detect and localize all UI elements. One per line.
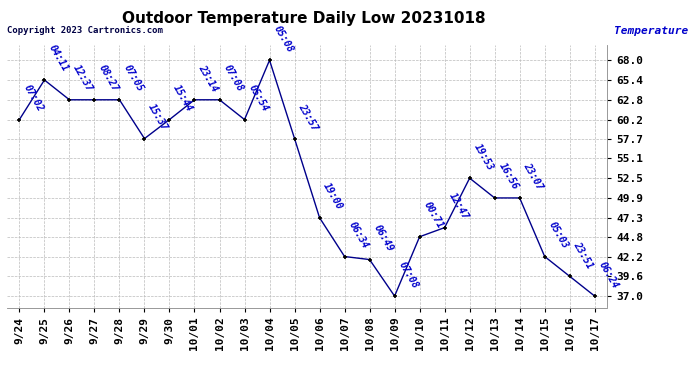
Text: 06:24: 06:24	[597, 260, 620, 290]
Text: 07:05: 07:05	[121, 63, 145, 94]
Point	[239, 117, 250, 123]
Point	[589, 293, 600, 299]
Text: 07:08: 07:08	[397, 260, 420, 290]
Point	[39, 77, 50, 83]
Point	[64, 97, 75, 103]
Text: 19:53: 19:53	[472, 142, 495, 172]
Text: 12:47: 12:47	[446, 191, 470, 222]
Text: 19:00: 19:00	[322, 181, 345, 212]
Point	[564, 273, 575, 279]
Point	[539, 254, 550, 260]
Text: 23:07: 23:07	[522, 161, 545, 192]
Point	[189, 97, 200, 103]
Point	[289, 136, 300, 142]
Point	[264, 57, 275, 63]
Text: 15:44: 15:44	[172, 83, 195, 114]
Point	[314, 215, 325, 221]
Text: 16:56: 16:56	[497, 161, 520, 192]
Text: 04:11: 04:11	[46, 44, 70, 74]
Text: 00:71: 00:71	[422, 200, 445, 231]
Text: 07:02: 07:02	[21, 83, 45, 114]
Point	[164, 117, 175, 123]
Point	[89, 97, 100, 103]
Point	[439, 225, 450, 231]
Text: 23:14: 23:14	[197, 63, 220, 94]
Point	[464, 175, 475, 181]
Text: 08:27: 08:27	[97, 63, 120, 94]
Text: 23:57: 23:57	[297, 102, 320, 132]
Point	[489, 195, 500, 201]
Text: 05:54: 05:54	[246, 83, 270, 114]
Point	[339, 254, 350, 260]
Point	[114, 97, 125, 103]
Text: Copyright 2023 Cartronics.com: Copyright 2023 Cartronics.com	[7, 26, 163, 35]
Point	[514, 195, 525, 201]
Point	[14, 117, 25, 123]
Point	[364, 256, 375, 262]
Text: Temperature (°F): Temperature (°F)	[614, 26, 690, 36]
Text: 05:03: 05:03	[546, 220, 570, 251]
Text: 07:08: 07:08	[221, 63, 245, 94]
Text: 05:08: 05:08	[272, 24, 295, 54]
Point	[414, 234, 425, 240]
Point	[389, 293, 400, 299]
Point	[139, 136, 150, 142]
Text: 06:34: 06:34	[346, 220, 370, 251]
Text: 23:51: 23:51	[572, 240, 595, 270]
Text: 12:37: 12:37	[72, 63, 95, 94]
Text: Outdoor Temperature Daily Low 20231018: Outdoor Temperature Daily Low 20231018	[122, 11, 485, 26]
Point	[214, 97, 225, 103]
Text: 06:49: 06:49	[372, 223, 395, 254]
Text: 15:37: 15:37	[146, 102, 170, 132]
